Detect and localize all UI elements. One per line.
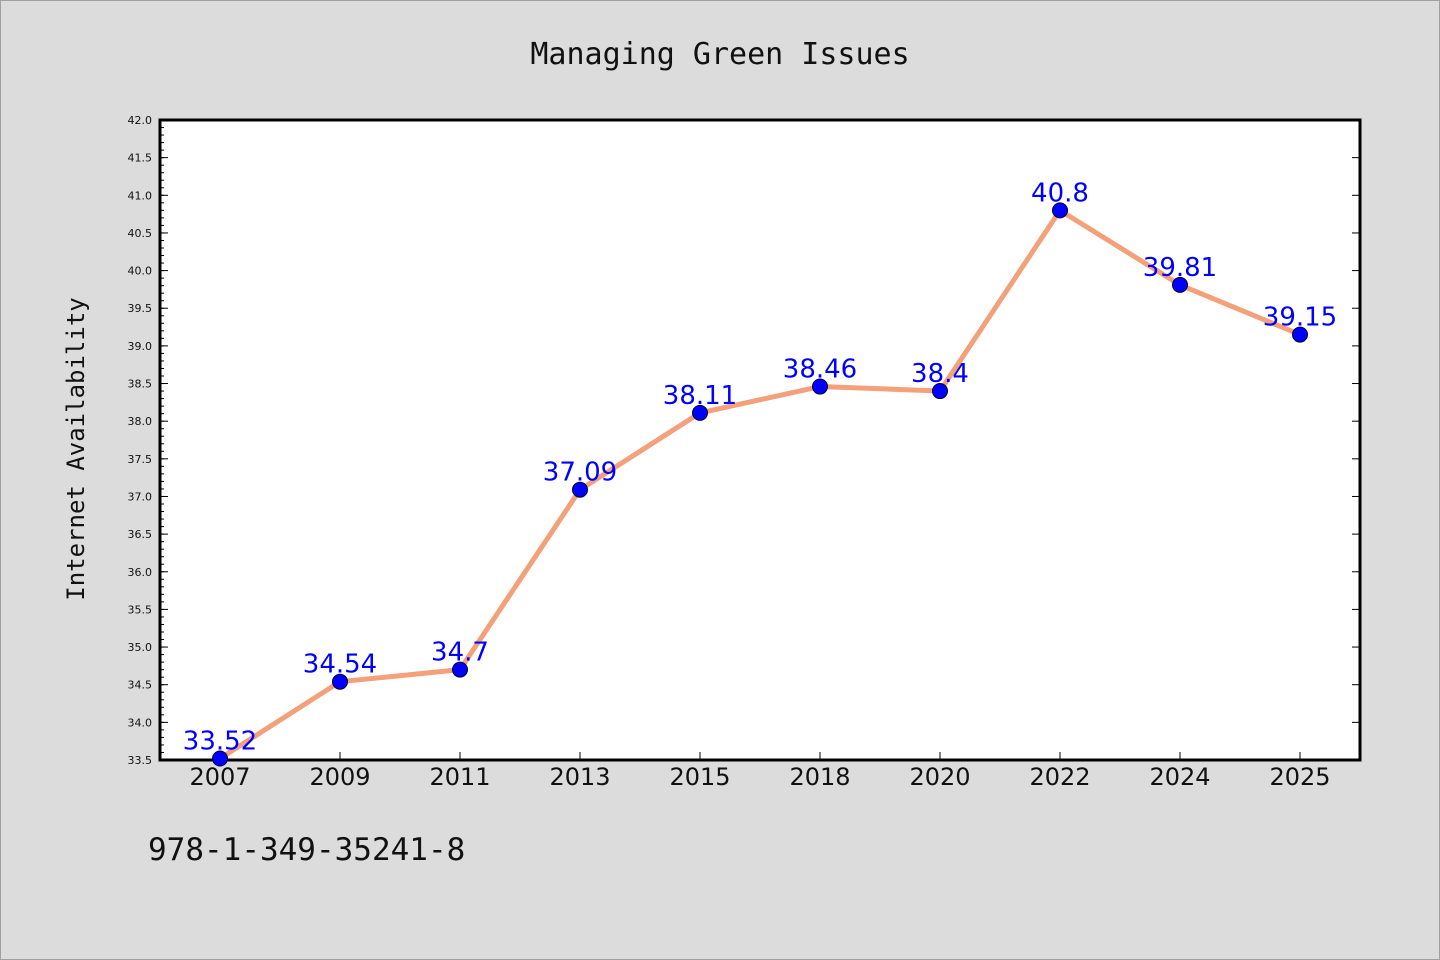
data-label: 34.54 (303, 650, 377, 680)
y-tick-label: 35.0 (128, 641, 153, 654)
y-tick-label: 37.0 (128, 490, 153, 503)
x-tick-label: 2025 (1269, 763, 1330, 791)
y-tick-label: 35.5 (128, 603, 153, 616)
data-label: 38.11 (663, 381, 737, 411)
data-label: 37.09 (543, 458, 617, 488)
y-tick-label: 40.5 (128, 227, 153, 240)
x-tick-label: 2020 (909, 763, 970, 791)
data-point-marker (1052, 202, 1068, 219)
data-point-marker (932, 383, 948, 400)
y-tick-label: 38.5 (128, 378, 153, 391)
y-tick-label: 37.5 (128, 453, 153, 466)
data-point-marker (1172, 276, 1188, 293)
series-line (217, 207, 1303, 761)
x-tick-label: 2022 (1029, 763, 1090, 791)
x-tick-label: 2015 (669, 763, 730, 791)
y-tick-label: 33.5 (128, 754, 153, 767)
y-tick-label: 42.0 (128, 114, 153, 127)
data-label: 38.46 (783, 355, 857, 385)
data-label: 39.15 (1263, 303, 1337, 333)
y-tick-label: 36.5 (128, 528, 153, 541)
y-tick-label: 41.0 (128, 189, 153, 202)
series-group: 33.52 34.54 34.7 37.09 38.11 38.46 38.4 40.8 39.… (183, 178, 1337, 767)
x-tick-label: 2009 (309, 763, 370, 791)
x-tick-label: 2024 (1149, 763, 1210, 791)
chart-title: Managing Green Issues (530, 37, 909, 72)
y-tick-label: 39.5 (128, 302, 153, 315)
y-axis-label: Internet Availability (62, 297, 90, 600)
data-point-marker (452, 661, 468, 678)
x-tick-label: 2013 (549, 763, 610, 791)
data-point-marker (212, 750, 228, 767)
y-tick-label: 36.0 (128, 566, 153, 579)
data-label: 38.4 (911, 359, 969, 389)
plot-area (158, 118, 1362, 762)
y-axis: 33.5 34.0 34.5 35.0 35.5 36.0 36.5 37.0 37.5 38.0… (128, 114, 1360, 767)
x-tick-label: 2007 (189, 763, 250, 791)
x-tick-label: 2018 (789, 763, 850, 791)
y-tick-label: 38.0 (128, 415, 153, 428)
data-point-marker (332, 673, 348, 690)
data-label: 33.52 (183, 726, 257, 756)
data-point-marker (812, 378, 828, 395)
data-point-marker (692, 404, 708, 421)
x-tick-label: 2011 (429, 763, 490, 791)
y-tick-label: 39.0 (128, 340, 153, 353)
data-point-marker (572, 481, 588, 498)
y-tick-label: 40.0 (128, 265, 153, 278)
isbn-note: 978-1-349-35241-8 (148, 832, 466, 868)
y-tick-label: 34.0 (128, 716, 153, 729)
y-tick-label: 41.5 (128, 152, 153, 165)
data-label: 34.7 (431, 638, 489, 668)
x-axis: 2007 2009 2011 2013 2015 2018 2020 2022 2024 2025 (189, 752, 1331, 791)
data-label: 39.81 (1143, 253, 1217, 283)
data-label: 40.8 (1031, 178, 1089, 208)
y-tick-label: 34.5 (128, 679, 153, 692)
data-point-marker (1292, 326, 1308, 343)
